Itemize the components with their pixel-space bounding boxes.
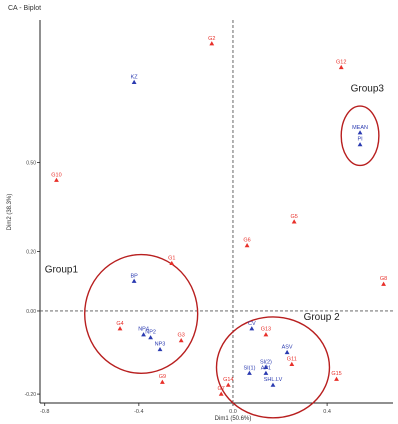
row-point-marker (334, 376, 339, 381)
column-point-marker (247, 370, 252, 375)
x-tick-label: -0.4 (134, 409, 143, 415)
y-axis-label: Dim2 (38.3%) (7, 194, 13, 231)
y-tick-label: 0.50 (26, 161, 36, 167)
row-point-marker (169, 260, 175, 266)
column-point-label: SI(2) (260, 359, 272, 365)
row-point-label: G13 (261, 327, 271, 333)
row-point-marker (54, 177, 59, 182)
column-point-label: SHL.LV (264, 377, 283, 383)
row-point-marker (178, 338, 184, 343)
column-point-label: SI(1) (243, 365, 255, 371)
row-point-marker (291, 219, 297, 224)
group-label: Group 2 (304, 312, 341, 323)
row-point-marker (225, 382, 231, 387)
row-point-label: G6 (243, 238, 250, 244)
column-point-marker (357, 142, 363, 147)
column-point-marker (148, 335, 154, 340)
row-point-label: G9 (159, 374, 166, 380)
row-point-label: G15 (331, 371, 341, 377)
group-label: Group3 (351, 83, 385, 94)
row-point-label: G2 (208, 36, 215, 42)
y-tick-label: -0.20 (25, 392, 37, 398)
row-point-marker (263, 332, 269, 337)
column-point-marker (284, 349, 290, 355)
chart-title: CA - Biplot (8, 5, 41, 12)
row-point-label: G7 (218, 386, 225, 392)
column-point-marker (270, 382, 276, 387)
column-point-marker (263, 370, 269, 375)
column-point-marker (131, 79, 137, 84)
row-point-marker (117, 326, 123, 331)
column-point-label: AP1 (261, 365, 271, 371)
row-point-label: G4 (116, 321, 123, 327)
x-ticks: -0.8 -0.4 0.0 0.4 (40, 403, 331, 415)
row-point-marker (159, 379, 165, 384)
column-point-marker (141, 332, 146, 337)
row-point-label: G14 (223, 377, 233, 383)
x-tick-label: 0.4 (323, 409, 331, 415)
column-point-label: KZ (131, 74, 139, 80)
row-point-label: G5 (290, 214, 297, 220)
column-point-label: CV (248, 321, 256, 327)
column-point-label: ASV (282, 345, 293, 351)
points-layer: G2 G12 G10 G5 G6 G1 G8 G4 G13 G3 G11 G9 G14 G15 G7 KZ ME… (51, 36, 387, 396)
group-label: Group1 (45, 264, 79, 275)
column-point-label: NP3 (155, 342, 166, 348)
group-ellipse (340, 105, 380, 167)
column-point-marker (249, 326, 255, 331)
row-point-marker (209, 41, 215, 46)
column-point-label: MEAN (352, 125, 368, 131)
row-point-marker (244, 243, 250, 248)
column-point-label: PI (357, 137, 363, 143)
row-point-marker (289, 361, 295, 367)
row-point-marker (338, 64, 344, 70)
row-point-label: G11 (287, 356, 297, 362)
group-ellipse (84, 253, 199, 375)
x-axis-label: Dim1 (50.6%) (215, 416, 252, 422)
column-point-marker (157, 346, 163, 352)
row-point-label: G10 (51, 172, 61, 178)
x-tick-label: -0.8 (40, 409, 49, 415)
column-point-label: BP (130, 273, 138, 279)
y-tick-label: 0.00 (26, 309, 36, 315)
row-point-label: G8 (380, 276, 387, 282)
group-ellipse (215, 316, 331, 419)
row-point-label: G12 (336, 60, 346, 66)
row-point-marker (218, 391, 224, 396)
y-tick-label: 0.20 (26, 250, 36, 256)
y-ticks: 0.50 0.20 0.00 -0.20 (25, 161, 40, 398)
row-point-label: G1 (168, 255, 175, 261)
column-point-label: NP4 (138, 327, 149, 333)
row-point-marker (381, 281, 386, 286)
group-ellipses: Group1 Group 2 Group3 (45, 83, 385, 419)
column-point-marker (131, 278, 137, 283)
row-point-label: G3 (178, 333, 185, 339)
column-point-marker (357, 130, 363, 135)
column-point-marker (263, 364, 269, 369)
plot-area: -0.8 -0.4 0.0 0.4 0.500.200.00-0.20 Group1G… (25, 20, 393, 419)
column-point-label: NP2 (145, 330, 156, 336)
x-tick-label: 0.0 (229, 409, 237, 415)
